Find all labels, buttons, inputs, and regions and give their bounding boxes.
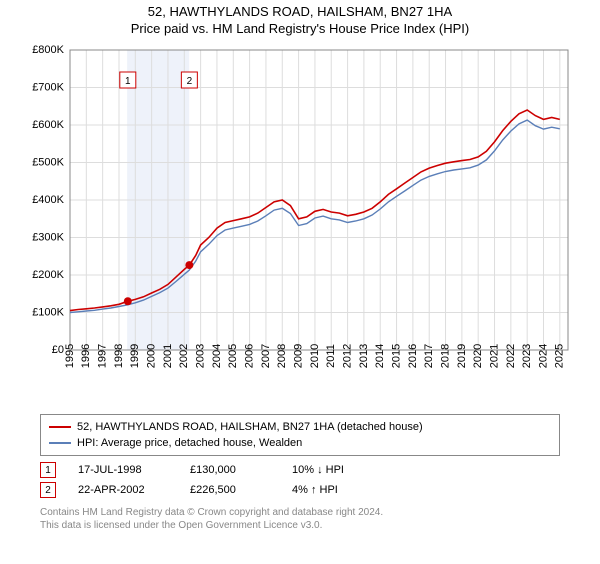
svg-text:2003: 2003: [195, 344, 207, 368]
table-row: 1 17-JUL-1998 £130,000 10% ↓ HPI: [40, 460, 560, 480]
svg-text:2010: 2010: [309, 344, 321, 368]
title-address: 52, HAWTHYLANDS ROAD, HAILSHAM, BN27 1HA: [0, 4, 600, 19]
svg-text:2005: 2005: [227, 344, 239, 368]
svg-text:2012: 2012: [341, 344, 353, 368]
svg-text:£0: £0: [52, 344, 64, 356]
svg-text:2008: 2008: [276, 344, 288, 368]
svg-text:2025: 2025: [554, 344, 566, 368]
svg-text:2014: 2014: [374, 344, 386, 368]
svg-text:1997: 1997: [97, 344, 109, 368]
svg-text:£100K: £100K: [32, 306, 64, 318]
footer-line: Contains HM Land Registry data © Crown c…: [40, 506, 560, 519]
line-chart: £0 £100K £200K £300K £400K £500K £600K £700K £80…: [20, 42, 580, 412]
legend-row: 52, HAWTHYLANDS ROAD, HAILSHAM, BN27 1HA…: [49, 419, 551, 435]
title-subtitle: Price paid vs. HM Land Registry's House …: [0, 21, 600, 36]
transaction-hpi: 4% ↑ HPI: [292, 484, 338, 496]
svg-text:2019: 2019: [456, 344, 468, 368]
legend: 52, HAWTHYLANDS ROAD, HAILSHAM, BN27 1HA…: [40, 414, 560, 456]
chart-area: £0 £100K £200K £300K £400K £500K £600K £700K £80…: [20, 42, 580, 412]
svg-text:2009: 2009: [292, 344, 304, 368]
svg-text:£200K: £200K: [32, 269, 64, 281]
table-row: 2 22-APR-2002 £226,500 4% ↑ HPI: [40, 480, 560, 500]
svg-text:2015: 2015: [390, 344, 402, 368]
svg-text:2006: 2006: [244, 344, 256, 368]
svg-text:2016: 2016: [407, 344, 419, 368]
svg-text:2001: 2001: [162, 344, 174, 368]
svg-text:2007: 2007: [260, 344, 272, 368]
svg-text:£500K: £500K: [32, 156, 64, 168]
svg-text:2020: 2020: [472, 344, 484, 368]
svg-text:£800K: £800K: [32, 44, 64, 56]
legend-swatch: [49, 426, 71, 428]
transactions-table: 1 17-JUL-1998 £130,000 10% ↓ HPI 2 22-AP…: [40, 460, 560, 500]
svg-text:2011: 2011: [325, 344, 337, 368]
footer-line: This data is licensed under the Open Gov…: [40, 519, 560, 532]
svg-text:1995: 1995: [64, 344, 76, 368]
footer-attribution: Contains HM Land Registry data © Crown c…: [40, 506, 560, 532]
transaction-date: 22-APR-2002: [78, 484, 168, 496]
transaction-price: £226,500: [190, 484, 270, 496]
legend-label: 52, HAWTHYLANDS ROAD, HAILSHAM, BN27 1HA…: [77, 419, 423, 435]
svg-text:1998: 1998: [113, 344, 125, 368]
svg-text:1: 1: [125, 76, 131, 87]
chart-container: 52, HAWTHYLANDS ROAD, HAILSHAM, BN27 1HA…: [0, 4, 600, 564]
svg-text:2000: 2000: [146, 344, 158, 368]
svg-text:£700K: £700K: [32, 81, 64, 93]
svg-text:£400K: £400K: [32, 194, 64, 206]
svg-text:2024: 2024: [537, 344, 549, 368]
svg-text:2021: 2021: [488, 344, 500, 368]
transaction-date: 17-JUL-1998: [78, 464, 168, 476]
svg-text:2002: 2002: [178, 344, 190, 368]
svg-text:2018: 2018: [439, 344, 451, 368]
marker-badge: 1: [40, 462, 56, 478]
svg-text:2: 2: [187, 76, 193, 87]
legend-row: HPI: Average price, detached house, Weal…: [49, 435, 551, 451]
svg-text:£300K: £300K: [32, 231, 64, 243]
svg-text:2004: 2004: [211, 344, 223, 368]
legend-label: HPI: Average price, detached house, Weal…: [77, 435, 302, 451]
svg-text:1999: 1999: [129, 344, 141, 368]
transaction-price: £130,000: [190, 464, 270, 476]
svg-text:£600K: £600K: [32, 119, 64, 131]
marker-badge: 2: [40, 482, 56, 498]
svg-text:2023: 2023: [521, 344, 533, 368]
legend-swatch: [49, 442, 71, 444]
svg-text:2013: 2013: [358, 344, 370, 368]
svg-text:1996: 1996: [80, 344, 92, 368]
svg-text:2017: 2017: [423, 344, 435, 368]
transaction-hpi: 10% ↓ HPI: [292, 464, 344, 476]
svg-text:2022: 2022: [505, 344, 517, 368]
